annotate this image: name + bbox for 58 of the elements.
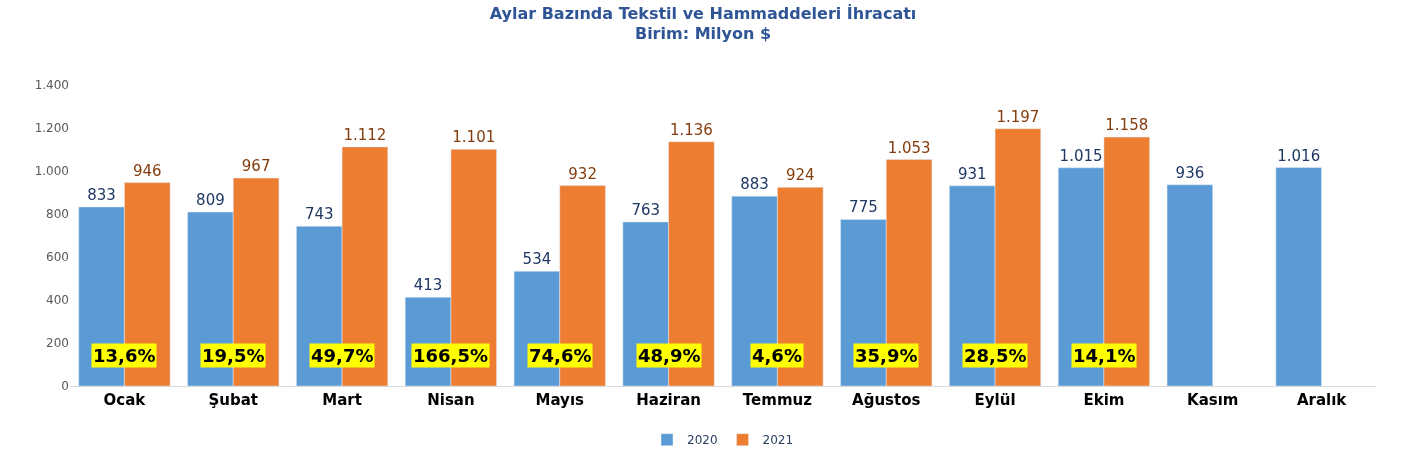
x-tick-label: Şubat [208,391,259,409]
y-tick-label: 800 [46,207,69,222]
data-label: 946 [132,161,162,180]
data-label: 534 [522,250,552,269]
data-label: 1.053 [887,138,931,157]
data-label: 924 [785,166,815,185]
data-label: 967 [241,157,271,176]
data-label: 1.158 [1105,116,1149,135]
data-label: 743 [304,205,334,224]
annotation: 48,9% [638,345,701,366]
data-label: 763 [631,200,661,219]
annotation: 166,5% [413,345,488,366]
x-tick-label: Ağustos [852,391,921,409]
data-label: 1.016 [1277,146,1321,165]
chart-subtitle: Birim: Milyon $ [634,24,772,44]
annotation: 74,6% [529,345,592,366]
data-label: 1.136 [669,120,713,139]
y-tick-label: 1.000 [34,164,69,179]
x-tick-label: Mart [322,391,362,409]
x-tick-label: Eylül [974,391,1016,409]
annotation: 13,6% [93,345,156,366]
bar [1166,184,1213,386]
x-tick-label: Ocak [103,391,147,409]
data-label: 1.112 [343,125,387,144]
annotation: 19,5% [202,345,265,366]
data-label: 936 [1175,163,1205,182]
data-label: 883 [740,175,769,194]
x-tick-label: Haziran [636,391,701,409]
x-tick-label: Temmuz [742,391,813,409]
y-tick-label: 200 [46,336,69,351]
annotation: 14,1% [1073,345,1136,366]
data-label: 1.015 [1059,146,1103,165]
data-label: 809 [196,191,225,210]
bar [1275,167,1322,386]
data-label: 413 [413,276,443,295]
annotation: 35,9% [855,345,918,366]
annotation: 28,5% [964,345,1027,366]
x-tick-label: Aralık [1296,391,1348,409]
data-label: 932 [568,164,597,183]
y-tick-label: 1.400 [34,78,69,93]
data-label: 931 [957,164,987,183]
x-tick-label: Ekim [1083,391,1125,409]
data-label: 775 [849,198,878,217]
annotation: 4,6% [752,345,802,366]
x-tick-label: Kasım [1187,391,1239,409]
legend-label: 2020 [687,433,718,448]
data-label: 1.197 [996,107,1040,126]
chart-title: Aylar Bazında Tekstil ve Hammaddeleri İhracatı [489,3,917,23]
y-tick-label: 0 [61,379,69,394]
data-label: 833 [87,185,116,204]
legend-label: 2021 [762,433,794,448]
annotation: 49,7% [311,345,374,366]
y-tick-label: 600 [46,250,69,265]
data-label: 1.101 [452,128,496,147]
y-tick-label: 400 [46,293,69,308]
y-tick-label: 1.200 [34,121,69,136]
x-tick-label: Nisan [427,391,475,409]
x-tick-label: Mayıs [535,391,585,409]
